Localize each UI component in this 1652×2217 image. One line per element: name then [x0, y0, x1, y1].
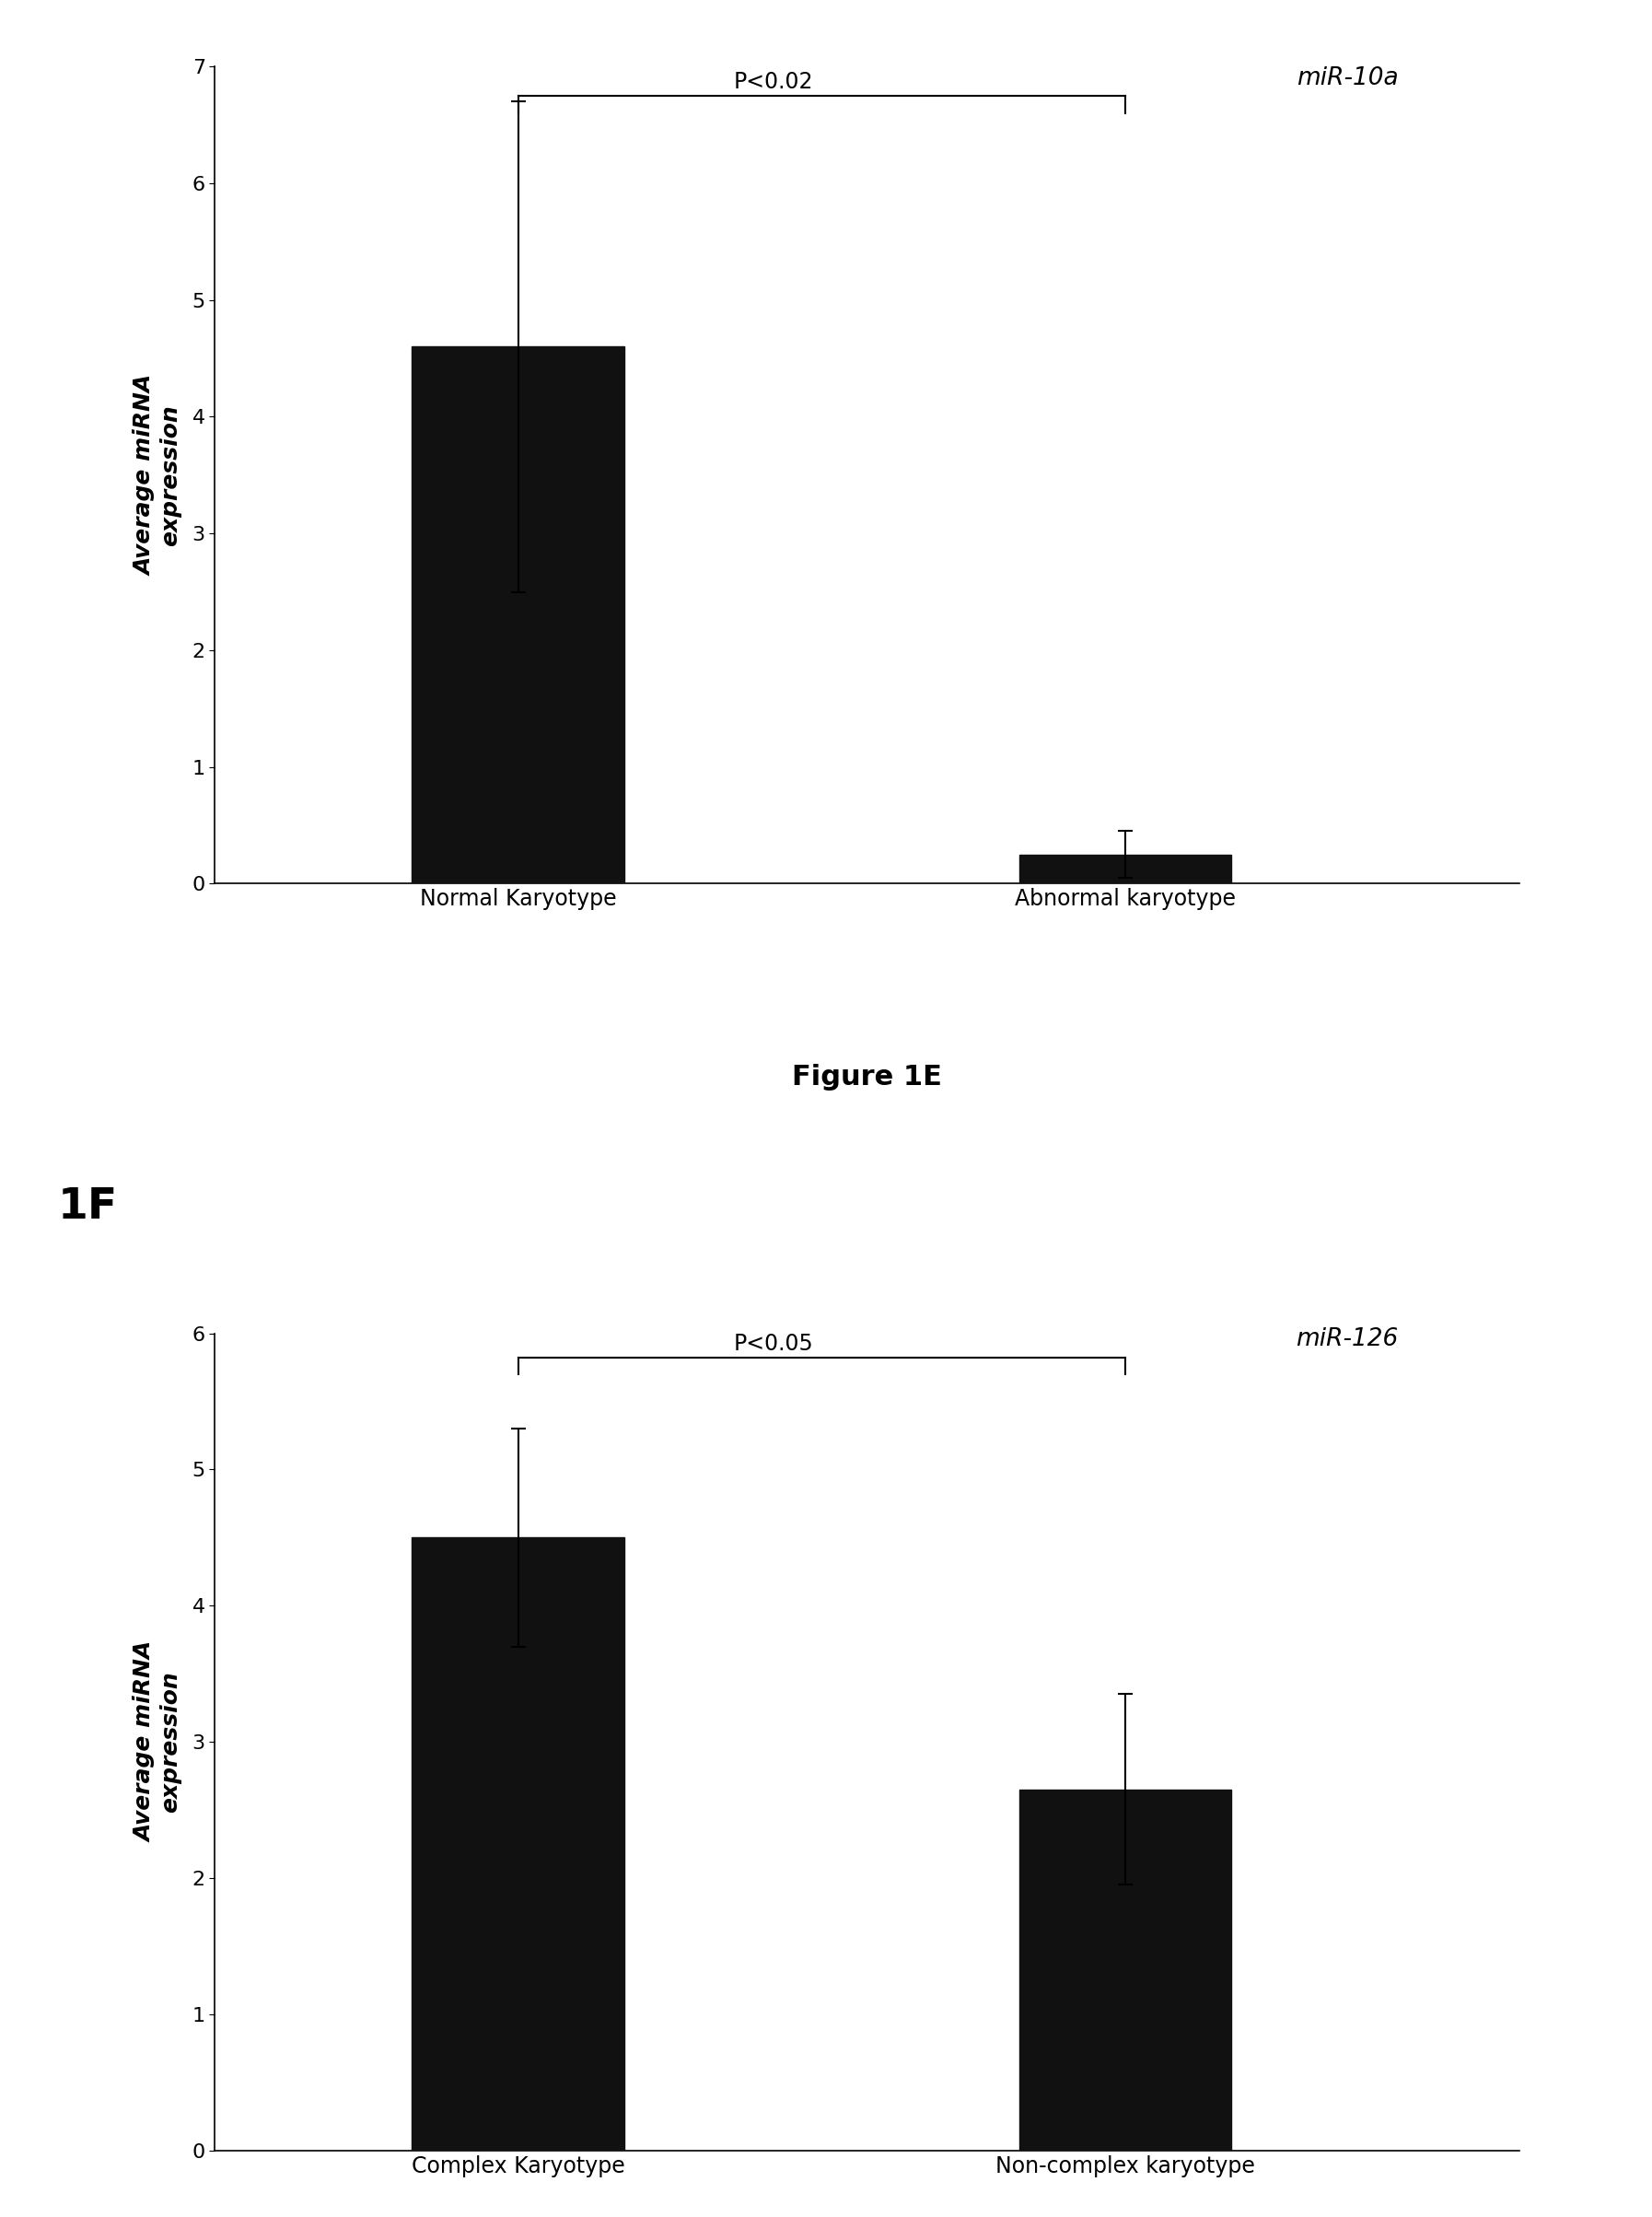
Text: P<0.02: P<0.02	[733, 71, 813, 93]
Y-axis label: Average miRNA
expression: Average miRNA expression	[134, 1641, 182, 1842]
Bar	[1019, 854, 1231, 885]
Bar	[411, 346, 624, 885]
Text: P<0.05: P<0.05	[733, 1332, 813, 1355]
Text: Figure 1E: Figure 1E	[793, 1064, 942, 1091]
Bar	[1019, 1789, 1231, 2150]
Bar	[411, 1539, 624, 2150]
Text: 1F: 1F	[58, 1186, 119, 1228]
Text: miR-126: miR-126	[1295, 1328, 1399, 1350]
Text: miR-10a: miR-10a	[1297, 67, 1399, 91]
Y-axis label: Average miRNA
expression: Average miRNA expression	[134, 375, 182, 576]
